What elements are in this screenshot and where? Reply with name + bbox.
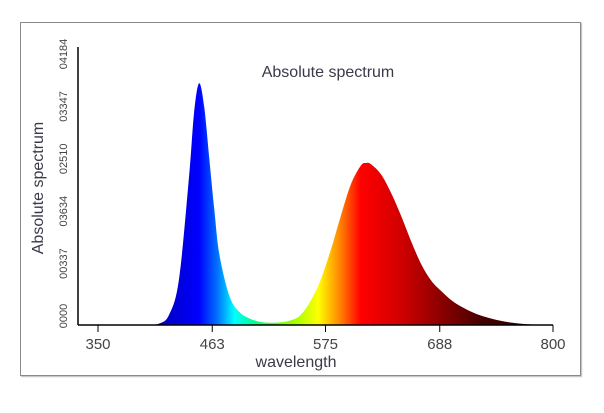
y-tick-label: 00337 bbox=[58, 248, 70, 279]
x-tick-label: 575 bbox=[313, 336, 338, 353]
y-tick-label: 0000 bbox=[58, 304, 70, 328]
y-tick-label: 04184 bbox=[58, 39, 70, 70]
x-tick-label: 800 bbox=[540, 336, 565, 353]
x-tick-label: 463 bbox=[200, 336, 225, 353]
y-tick-label: 03347 bbox=[58, 91, 70, 122]
chart-title: Absolute spectrum bbox=[262, 64, 395, 81]
y-axis-label: Absolute spectrum bbox=[30, 122, 47, 255]
x-axis-label: wavelength bbox=[255, 354, 337, 371]
spectrum-area bbox=[148, 83, 554, 325]
y-tick-label: 03634 bbox=[58, 196, 70, 227]
x-tick-label: 688 bbox=[427, 336, 452, 353]
y-tick-label: 02510 bbox=[58, 144, 70, 175]
x-tick-label: 350 bbox=[85, 336, 110, 353]
chart-frame bbox=[20, 22, 581, 376]
spectrum-area-group bbox=[148, 83, 554, 325]
